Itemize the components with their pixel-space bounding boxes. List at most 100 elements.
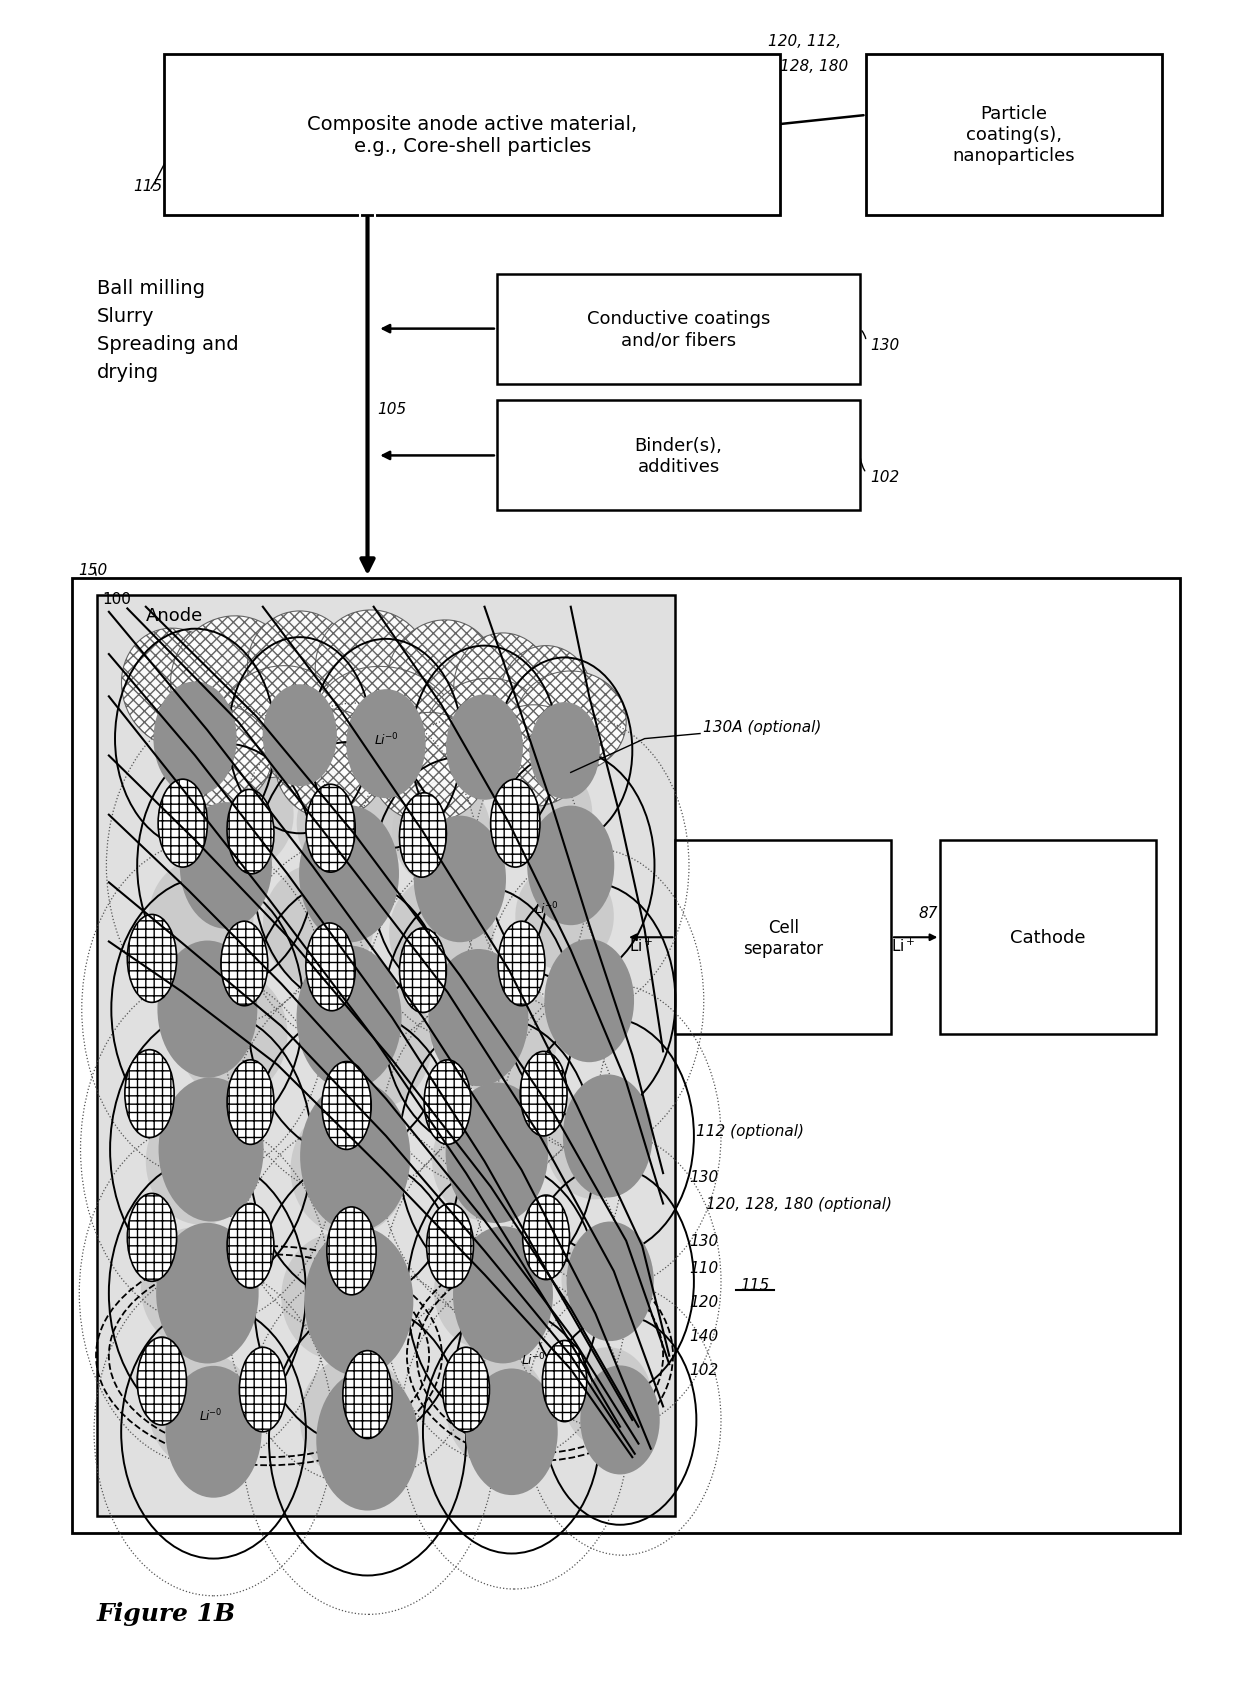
Text: Composite anode active material,
e.g., Core-shell particles: Composite anode active material, e.g., C… [308, 115, 637, 156]
Text: 120, 112,: 120, 112, [768, 34, 841, 49]
Text: 115: 115 [740, 1277, 770, 1292]
Text: Li$^+$: Li$^+$ [629, 937, 653, 954]
Ellipse shape [195, 761, 294, 869]
Text: Li$^{-0}$: Li$^{-0}$ [533, 900, 558, 917]
Ellipse shape [128, 915, 176, 1004]
FancyBboxPatch shape [97, 596, 676, 1516]
Ellipse shape [227, 790, 274, 874]
FancyBboxPatch shape [164, 54, 780, 216]
Ellipse shape [122, 628, 232, 749]
Ellipse shape [563, 1348, 652, 1448]
Circle shape [263, 684, 337, 786]
Ellipse shape [446, 1353, 547, 1467]
Text: Ball milling
Slurry
Spreading and
drying: Ball milling Slurry Spreading and drying [97, 278, 238, 382]
Circle shape [180, 803, 272, 929]
Circle shape [156, 1223, 259, 1363]
Ellipse shape [322, 1061, 371, 1150]
Circle shape [445, 1083, 548, 1224]
Ellipse shape [427, 1204, 474, 1289]
Ellipse shape [275, 710, 386, 820]
Text: 130: 130 [689, 1233, 718, 1248]
Ellipse shape [399, 929, 446, 1014]
Text: 115: 115 [134, 180, 162, 194]
Text: (Charging): (Charging) [737, 905, 818, 920]
Ellipse shape [542, 1341, 587, 1421]
FancyBboxPatch shape [676, 841, 892, 1034]
Circle shape [446, 694, 523, 800]
Text: 120, 128, 180 (optional): 120, 128, 180 (optional) [707, 1197, 893, 1211]
Text: 150: 150 [78, 562, 108, 577]
Ellipse shape [392, 778, 491, 886]
Circle shape [465, 1369, 558, 1496]
Text: 86: 86 [682, 905, 701, 920]
Ellipse shape [330, 693, 418, 795]
Circle shape [428, 949, 528, 1087]
Ellipse shape [290, 1104, 408, 1236]
Circle shape [527, 807, 614, 925]
Ellipse shape [399, 793, 446, 878]
Ellipse shape [424, 1060, 471, 1144]
Circle shape [414, 817, 506, 942]
Text: Li$^{-0}$: Li$^{-0}$ [373, 730, 398, 747]
Text: 110: 110 [689, 1260, 718, 1275]
Circle shape [159, 1078, 264, 1223]
Text: 102: 102 [689, 1362, 718, 1377]
Text: 87: 87 [918, 905, 937, 920]
Ellipse shape [371, 713, 487, 824]
Ellipse shape [128, 1194, 176, 1282]
Circle shape [157, 941, 258, 1078]
Circle shape [165, 1365, 262, 1498]
FancyBboxPatch shape [497, 275, 861, 384]
Ellipse shape [315, 978, 433, 1109]
Text: Cell
separator: Cell separator [743, 919, 823, 958]
FancyBboxPatch shape [72, 579, 1180, 1533]
Circle shape [316, 1370, 419, 1511]
Ellipse shape [171, 616, 294, 744]
Ellipse shape [306, 784, 355, 873]
Ellipse shape [281, 1233, 392, 1360]
Ellipse shape [498, 922, 544, 1007]
Ellipse shape [315, 611, 432, 732]
Ellipse shape [312, 667, 460, 795]
Ellipse shape [443, 1348, 490, 1431]
Text: Li$^+$: Li$^+$ [890, 937, 915, 954]
FancyBboxPatch shape [940, 841, 1156, 1034]
Circle shape [305, 1228, 413, 1377]
Ellipse shape [454, 633, 552, 744]
Ellipse shape [257, 684, 342, 783]
Ellipse shape [176, 971, 288, 1099]
Text: 105: 105 [377, 402, 407, 418]
Ellipse shape [215, 666, 336, 778]
Circle shape [529, 703, 600, 800]
Text: 130: 130 [689, 1170, 718, 1184]
Ellipse shape [327, 1207, 376, 1296]
Ellipse shape [546, 1090, 645, 1199]
Ellipse shape [221, 922, 268, 1007]
Ellipse shape [125, 1049, 174, 1138]
Ellipse shape [149, 859, 253, 975]
Text: Particle
coating(s),
nanoparticles: Particle coating(s), nanoparticles [952, 105, 1075, 165]
Text: 130: 130 [870, 338, 899, 353]
Text: 140: 140 [689, 1328, 718, 1343]
Circle shape [580, 1365, 660, 1474]
Ellipse shape [521, 1051, 567, 1136]
Ellipse shape [149, 1352, 253, 1469]
Text: Li$^{-0}$: Li$^{-0}$ [521, 1352, 547, 1367]
Ellipse shape [500, 764, 593, 866]
Circle shape [296, 946, 402, 1090]
Ellipse shape [300, 1357, 410, 1481]
FancyBboxPatch shape [867, 54, 1162, 216]
Ellipse shape [296, 766, 402, 881]
Text: 130A (optional): 130A (optional) [703, 720, 821, 735]
Ellipse shape [306, 924, 355, 1010]
Text: Cathode: Cathode [1011, 929, 1086, 947]
Ellipse shape [434, 1234, 534, 1350]
Text: 120: 120 [689, 1294, 718, 1309]
Circle shape [544, 939, 634, 1063]
Text: Figure 1B: Figure 1B [97, 1601, 236, 1625]
Ellipse shape [449, 978, 557, 1099]
Ellipse shape [516, 863, 614, 971]
Ellipse shape [167, 679, 259, 781]
Ellipse shape [138, 1338, 186, 1425]
Ellipse shape [167, 705, 272, 807]
